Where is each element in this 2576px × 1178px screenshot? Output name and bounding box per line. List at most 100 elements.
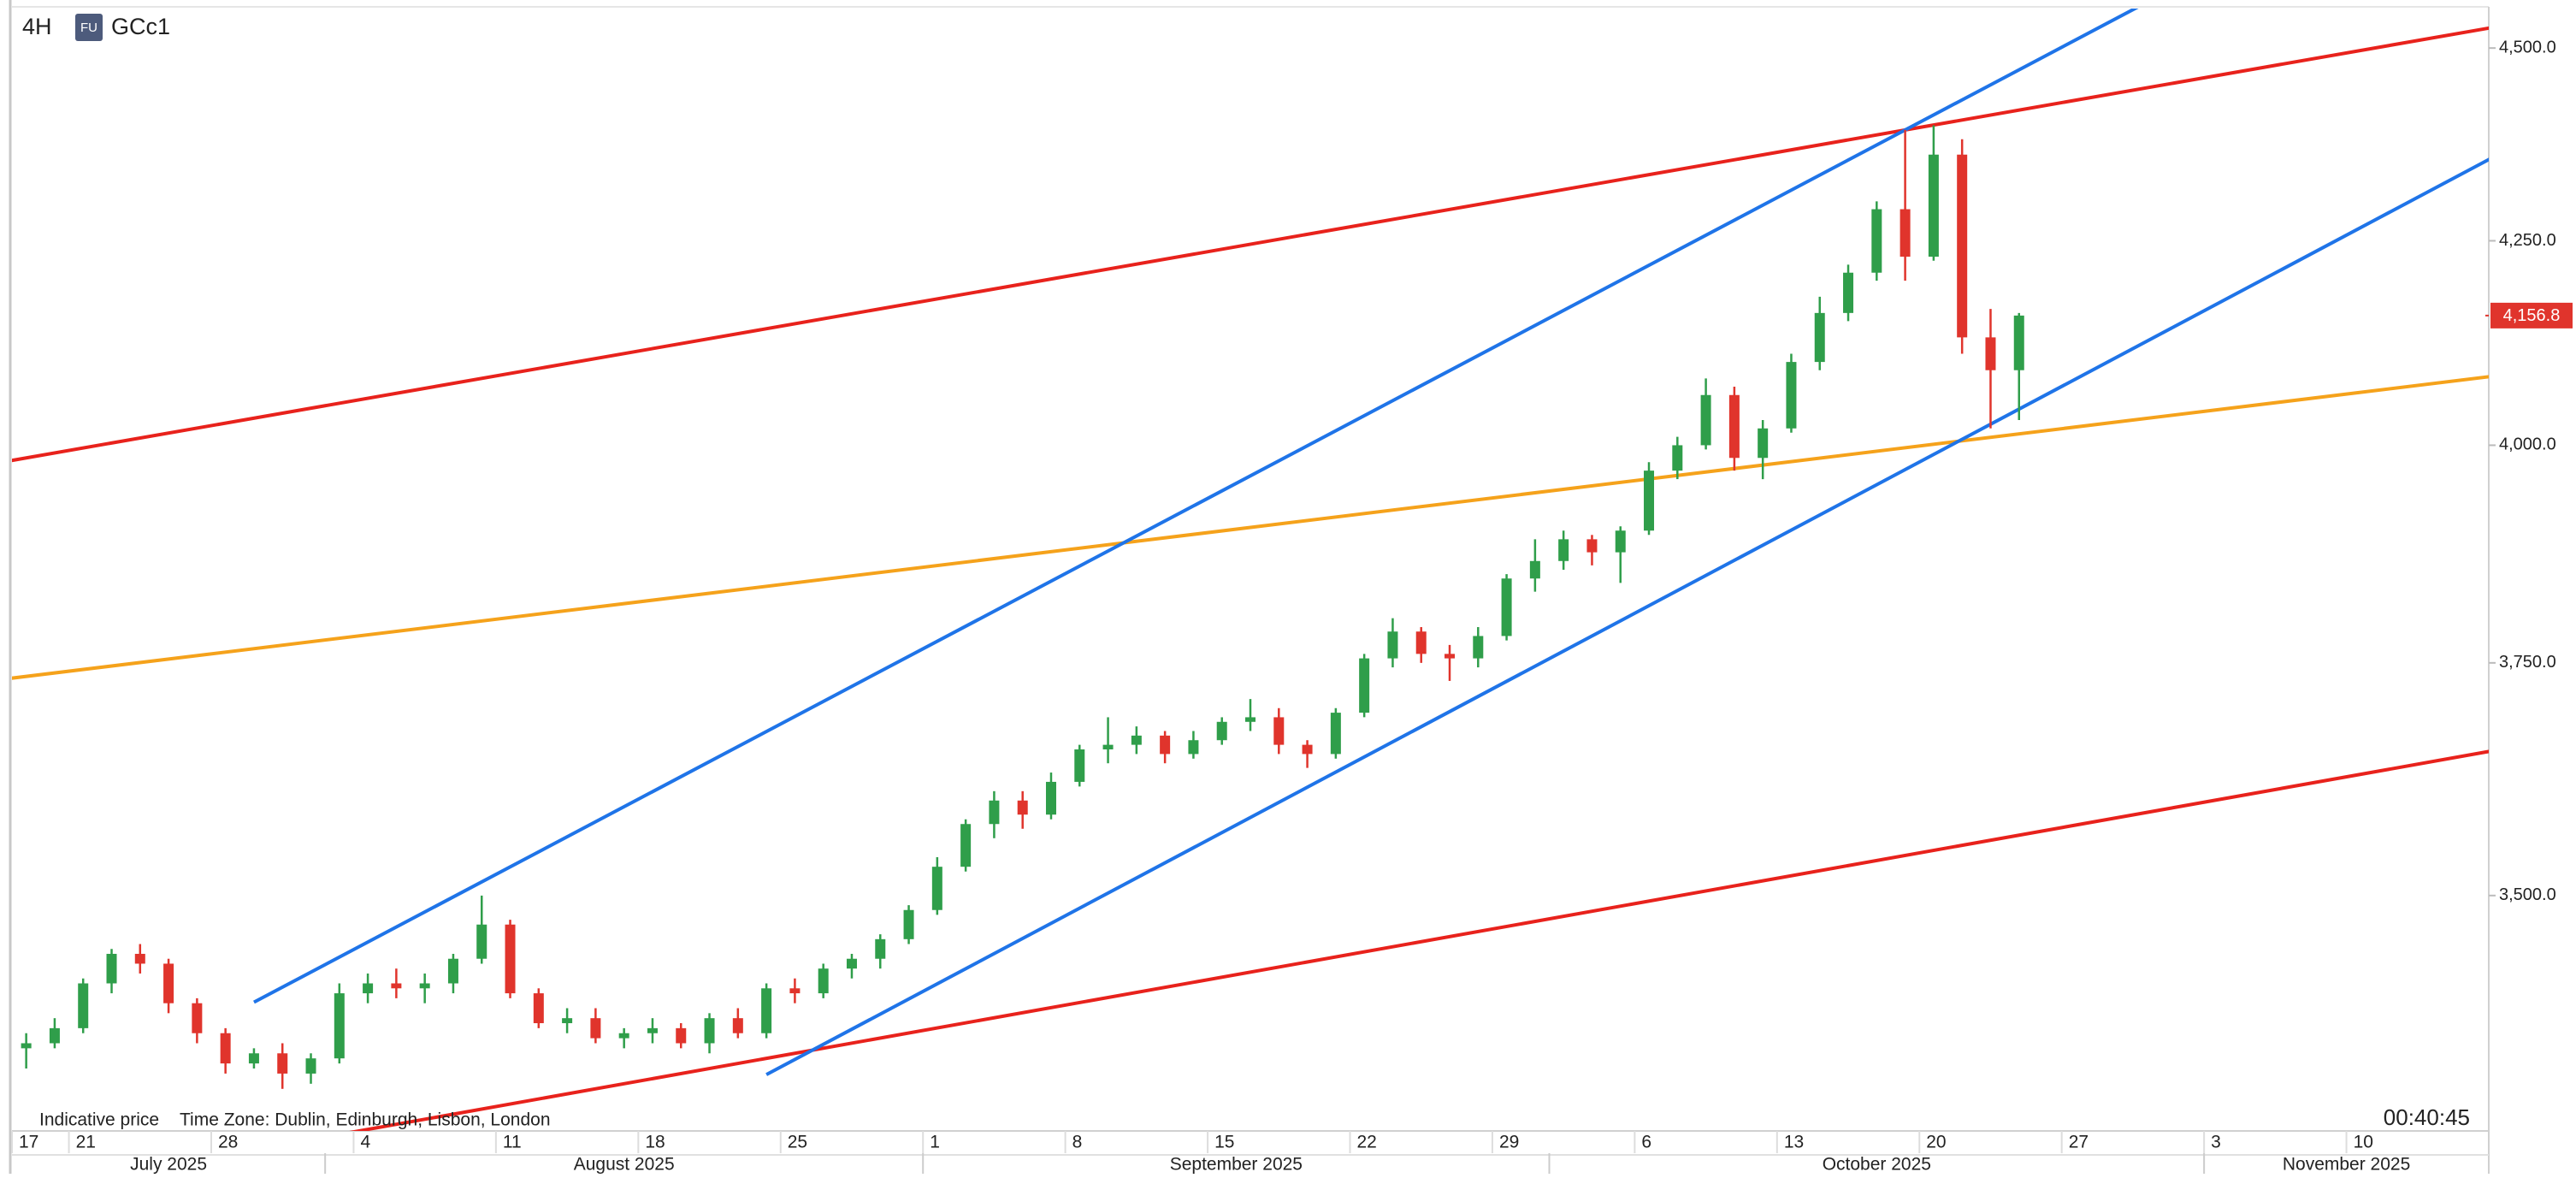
candle-body bbox=[1074, 749, 1085, 782]
x-tick-label: 18 bbox=[645, 1133, 665, 1152]
candle-body bbox=[960, 824, 972, 867]
countdown: 00:40:45 bbox=[2384, 1104, 2470, 1130]
candle-body bbox=[192, 1003, 203, 1033]
month-label: August 2025 bbox=[574, 1155, 675, 1174]
candle-body bbox=[2013, 315, 2024, 370]
candle-body bbox=[1672, 445, 1683, 471]
x-tick-label: 22 bbox=[1357, 1133, 1377, 1152]
candle-body bbox=[590, 1018, 601, 1039]
candle-body bbox=[1586, 539, 1598, 553]
x-tick-label: 10 bbox=[2354, 1133, 2373, 1152]
candle-body bbox=[1216, 721, 1227, 741]
candle-body bbox=[447, 958, 458, 984]
candle-body bbox=[1045, 781, 1056, 815]
y-tick-label: 4,000.0 bbox=[2499, 435, 2556, 454]
y-tick-label: 4,500.0 bbox=[2499, 38, 2556, 56]
x-tick-label: 4 bbox=[360, 1133, 370, 1152]
x-tick-label: 28 bbox=[218, 1133, 238, 1152]
x-tick-label: 1 bbox=[930, 1133, 940, 1152]
trend-line bbox=[12, 26, 2489, 463]
month-label: October 2025 bbox=[1823, 1155, 1931, 1174]
candle-body bbox=[277, 1053, 288, 1074]
candle-body bbox=[1644, 471, 1655, 531]
x-tick-label: 17 bbox=[19, 1133, 38, 1152]
candle-body bbox=[1473, 636, 1484, 659]
candle-body bbox=[1928, 154, 1939, 258]
candle-body bbox=[1501, 578, 1512, 636]
candle-body bbox=[676, 1027, 687, 1044]
candle-body bbox=[334, 993, 345, 1059]
trend-line bbox=[349, 749, 2489, 1131]
candle-body bbox=[1245, 717, 1256, 722]
x-tick-label: 21 bbox=[76, 1133, 96, 1152]
last-price-box bbox=[2490, 302, 2573, 329]
trend-line bbox=[765, 157, 2489, 1076]
candle-body bbox=[220, 1033, 231, 1064]
x-tick-label: 13 bbox=[1784, 1133, 1804, 1152]
candle-body bbox=[875, 938, 886, 959]
candle-body bbox=[1102, 744, 1114, 750]
timezone: Time Zone: Dublin, Edinburgh, Lisbon, Lo… bbox=[180, 1110, 551, 1130]
candle-body bbox=[533, 993, 544, 1024]
trend-line bbox=[253, 9, 2139, 1004]
candle-body bbox=[476, 924, 487, 959]
candle-body bbox=[562, 1018, 573, 1024]
candle-body bbox=[78, 983, 89, 1028]
candle-body bbox=[903, 909, 914, 939]
y-tick-label: 3,750.0 bbox=[2499, 653, 2556, 672]
candle-body bbox=[1558, 539, 1569, 561]
month-label: September 2025 bbox=[1170, 1155, 1303, 1174]
candle-body bbox=[704, 1018, 715, 1044]
candle-body bbox=[1160, 735, 1171, 755]
candle-body bbox=[1814, 312, 1825, 363]
interval: 4H bbox=[22, 14, 52, 39]
plot-area bbox=[12, 9, 2489, 1131]
last-price-label: 4,156.8 bbox=[2503, 306, 2561, 325]
chart-title: GCc1 bbox=[111, 14, 170, 39]
candle-body bbox=[391, 983, 402, 989]
x-tick-label: 8 bbox=[1072, 1133, 1083, 1152]
candle-body bbox=[732, 1018, 743, 1033]
candle-body bbox=[363, 983, 374, 994]
candle-body bbox=[106, 953, 117, 984]
candle-body bbox=[49, 1027, 60, 1044]
candle-body bbox=[1758, 428, 1769, 459]
candle-body bbox=[1415, 631, 1427, 654]
month-label: July 2025 bbox=[130, 1155, 207, 1174]
candle-body bbox=[1615, 530, 1626, 553]
candle-body bbox=[1302, 744, 1313, 755]
candle-body bbox=[305, 1058, 316, 1074]
candle-body bbox=[1445, 654, 1456, 659]
candle-body bbox=[134, 953, 145, 964]
x-tick-label: 15 bbox=[1214, 1133, 1234, 1152]
x-tick-label: 3 bbox=[2211, 1133, 2221, 1152]
badge: FU bbox=[80, 21, 97, 35]
candle-body bbox=[1871, 209, 1882, 273]
candle-body bbox=[1985, 337, 1996, 370]
note: Indicative price bbox=[39, 1110, 159, 1130]
candle-body bbox=[1728, 394, 1740, 459]
x-tick-label: 11 bbox=[503, 1133, 522, 1152]
candle-body bbox=[163, 963, 174, 1003]
candle-body bbox=[846, 958, 857, 969]
x-tick-label: 20 bbox=[1926, 1133, 1946, 1152]
candle-body bbox=[1188, 740, 1199, 755]
x-tick-label: 6 bbox=[1641, 1133, 1651, 1152]
candle-body bbox=[1330, 713, 1341, 755]
candle-body bbox=[1387, 631, 1398, 659]
candle-body bbox=[1017, 800, 1028, 815]
candle-body bbox=[818, 968, 829, 994]
candle-body bbox=[931, 867, 942, 910]
month-label: November 2025 bbox=[2283, 1155, 2410, 1174]
candle-body bbox=[21, 1043, 32, 1049]
candle-body bbox=[1843, 272, 1854, 313]
candle-body bbox=[419, 983, 430, 989]
candle-body bbox=[989, 800, 1000, 825]
candle-body bbox=[1273, 717, 1285, 745]
candle-body bbox=[1900, 209, 1911, 258]
trend-line bbox=[12, 375, 2489, 680]
candle-body bbox=[761, 988, 772, 1033]
candle-body bbox=[1786, 362, 1797, 429]
